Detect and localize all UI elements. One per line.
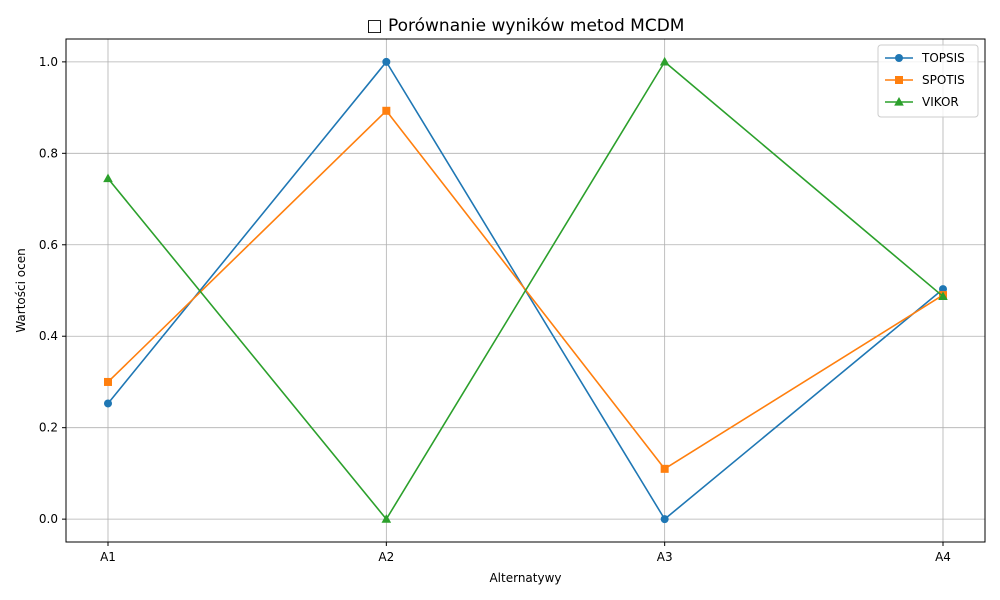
series-vikor [103, 56, 948, 523]
data-point-spotis [382, 106, 391, 115]
y-tick-label: 0.0 [39, 512, 58, 526]
x-tick-label: A4 [935, 550, 951, 564]
y-tick-label: 0.8 [39, 146, 58, 160]
legend-marker-topsis [895, 54, 903, 62]
series-line-vikor [107, 61, 944, 520]
x-tick-label: A3 [657, 550, 673, 564]
legend-item-spotis: SPOTIS [885, 73, 965, 87]
data-point-topsis [660, 515, 669, 524]
y-axis-title: Wartości ocen [14, 248, 28, 332]
plot-frame [65, 38, 986, 543]
legend-marker-spotis [895, 76, 903, 84]
grid-lines [66, 39, 985, 542]
legend-item-topsis: TOPSIS [885, 51, 965, 65]
data-point-vikor [103, 173, 113, 183]
legend-box [877, 44, 979, 118]
x-tick-label: A2 [378, 550, 394, 564]
data-point-vikor [659, 56, 670, 66]
x-tick-label: A1 [100, 550, 116, 564]
chart-title: □ Porównanie wyników metod MCDM [367, 16, 685, 36]
y-tick-label: 1.0 [39, 55, 58, 69]
legend: TOPSIS SPOTIS VIKOR [877, 44, 979, 118]
data-point-vikor [381, 514, 392, 523]
y-axis: 0.0 0.2 0.4 0.6 0.8 1.0 [39, 55, 66, 526]
data-point-spotis [104, 377, 112, 386]
data-point-vikor [938, 291, 948, 301]
legend-label-spotis: SPOTIS [922, 73, 965, 87]
data-point-topsis [104, 399, 112, 408]
data-point-topsis [382, 57, 391, 66]
data-point-spotis [660, 464, 669, 473]
legend-label-topsis: TOPSIS [921, 51, 965, 65]
x-axis: A1 A2 A3 A4 [100, 542, 951, 564]
legend-marker-vikor [894, 97, 904, 106]
y-tick-label: 0.4 [39, 329, 58, 343]
y-tick-label: 0.6 [39, 238, 58, 252]
legend-item-vikor: VIKOR [885, 95, 959, 109]
legend-label-vikor: VIKOR [922, 95, 959, 109]
series-lines [103, 56, 948, 524]
x-axis-title: Alternatywy [489, 571, 561, 585]
y-tick-label: 0.2 [39, 421, 58, 435]
